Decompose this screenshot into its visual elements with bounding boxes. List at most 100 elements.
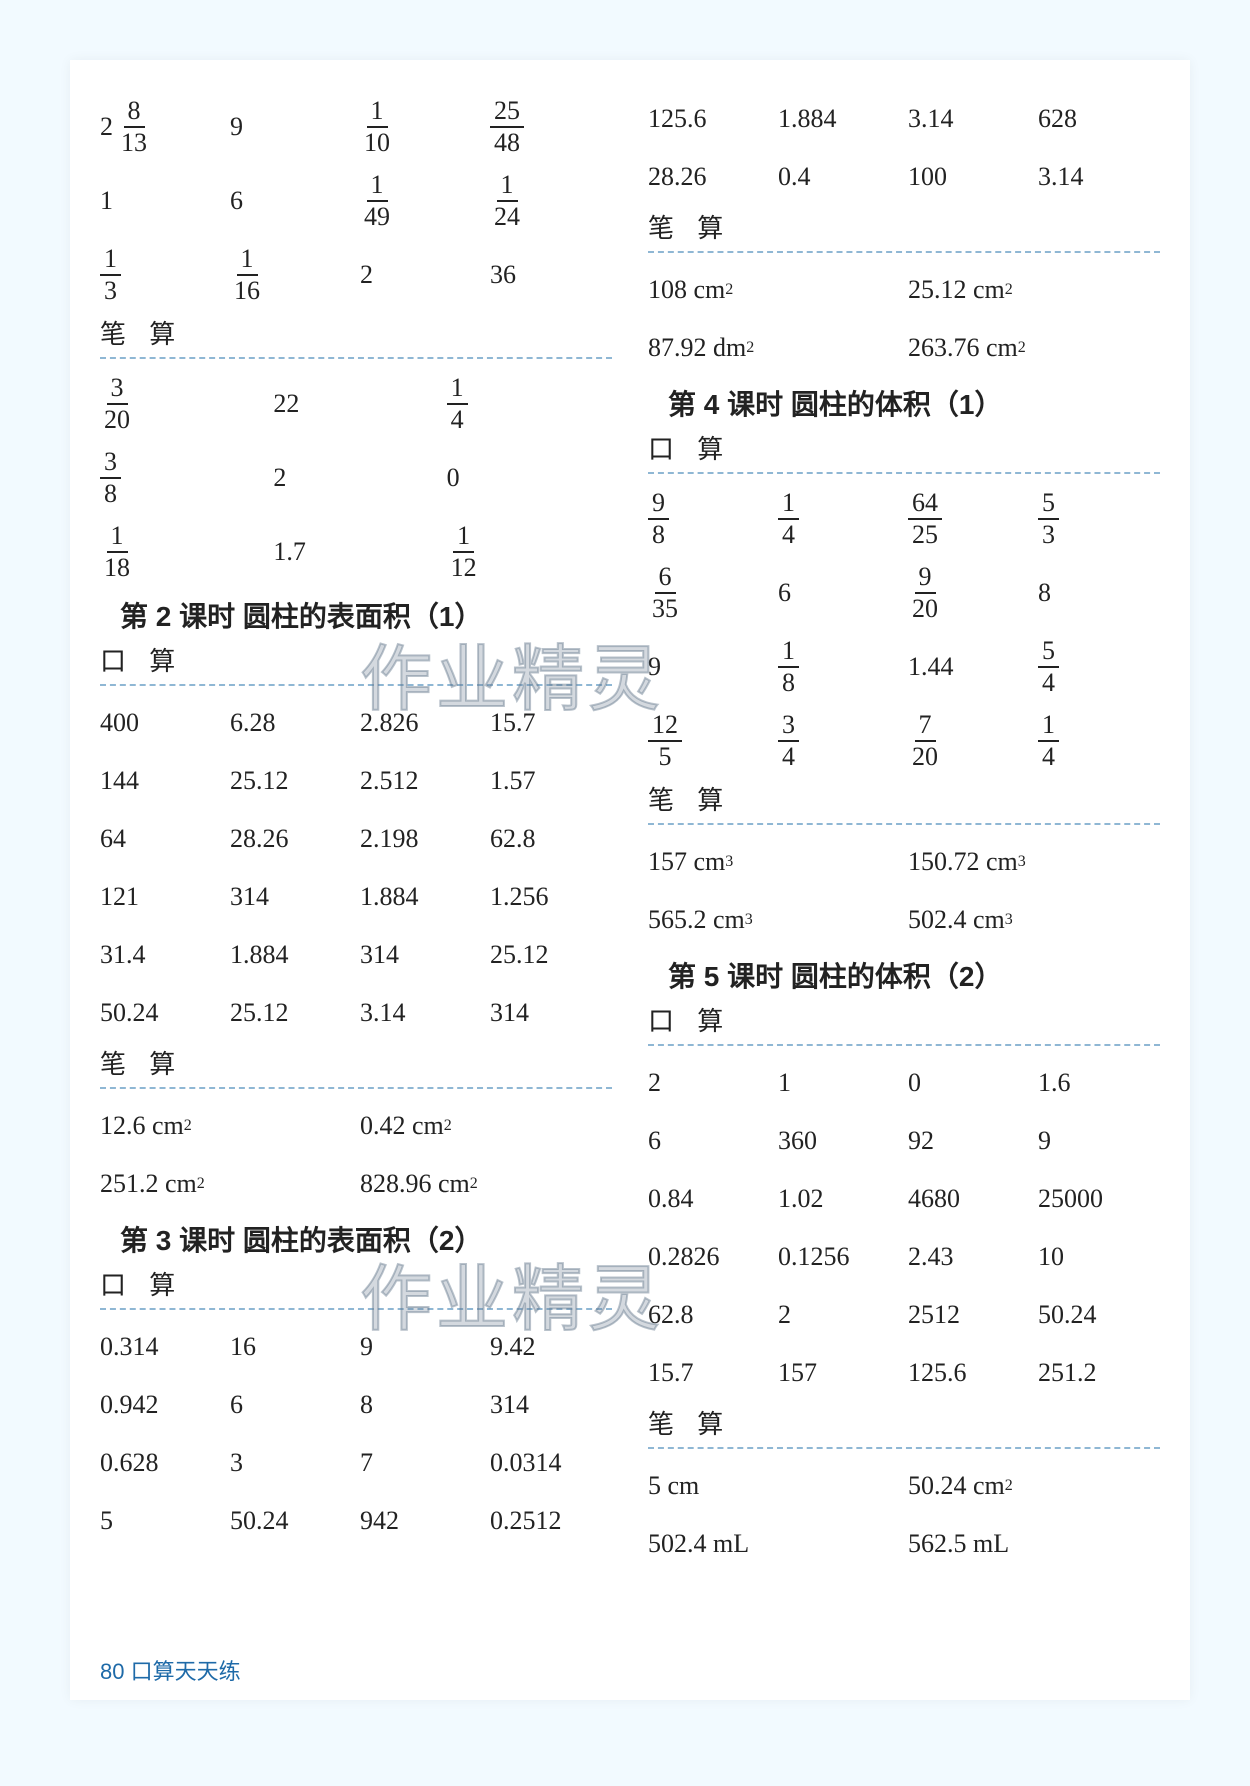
answer-cell: 635 — [648, 556, 770, 630]
answer-cell: 25000 — [1038, 1170, 1160, 1228]
answer-cell: 562.5 mL — [908, 1515, 1160, 1573]
answer-cell: 5 — [100, 1492, 222, 1550]
answer-cell: 1 — [778, 1054, 900, 1112]
answer-cell: 144 — [100, 752, 222, 810]
answer-cell: 50.24 — [230, 1492, 352, 1550]
lesson5-kousuan-grid: 2101.663609290.841.024680250000.28260.12… — [648, 1054, 1160, 1402]
answer-cell: 2548 — [490, 90, 612, 164]
answer-cell: 2 — [648, 1054, 770, 1112]
answer-cell: 157 cm3 — [648, 833, 900, 891]
answer-cell: 125.6 — [908, 1344, 1030, 1402]
answer-cell: 2.826 — [360, 694, 482, 752]
answer-cell: 12.6 cm2 — [100, 1097, 352, 1155]
left-bisuan1-grid: 320221438201181.7112 — [100, 367, 612, 589]
answer-cell: 87.92 dm2 — [648, 319, 900, 377]
answer-cell: 28.26 — [648, 148, 770, 206]
answer-cell: 54 — [1038, 630, 1160, 704]
answer-cell: 14 — [447, 367, 612, 441]
answer-cell: 149 — [360, 164, 482, 238]
left-column: 2813911025481614912413116236 笔 算 3202214… — [100, 90, 612, 1640]
answer-cell: 112 — [447, 515, 612, 589]
answer-cell: 942 — [360, 1492, 482, 1550]
answer-cell: 720 — [908, 704, 1030, 778]
answer-cell: 25.12 — [230, 752, 352, 810]
answer-cell: 0.0314 — [490, 1434, 612, 1492]
answer-cell: 2 — [360, 238, 482, 312]
answer-cell: 14 — [1038, 704, 1160, 778]
answer-cell: 15.7 — [490, 694, 612, 752]
lesson2-bisuan-grid: 12.6 cm20.42 cm2251.2 cm2828.96 cm2 — [100, 1097, 612, 1213]
right-column: 125.61.8843.1462828.260.41003.14 笔 算 108… — [648, 90, 1160, 1640]
answer-cell: 157 — [778, 1344, 900, 1402]
answer-cell: 6.28 — [230, 694, 352, 752]
answer-cell: 0 — [447, 441, 612, 515]
answer-cell: 0.4 — [778, 148, 900, 206]
lesson3-title: 第 3 课时 圆柱的表面积（2） — [100, 1213, 612, 1263]
answer-cell: 2.43 — [908, 1228, 1030, 1286]
divider — [648, 1044, 1160, 1046]
answer-cell: 3 — [230, 1434, 352, 1492]
answer-cell: 7 — [360, 1434, 482, 1492]
bisuan-label: 笔 算 — [648, 206, 1160, 249]
answer-cell: 125 — [648, 704, 770, 778]
answer-cell: 314 — [490, 984, 612, 1042]
page: 2813911025481614912413116236 笔 算 3202214… — [70, 60, 1190, 1700]
answer-cell: 13 — [100, 238, 222, 312]
divider — [100, 1087, 612, 1089]
answer-cell: 18 — [778, 630, 900, 704]
answer-cell: 314 — [490, 1376, 612, 1434]
answer-cell: 3.14 — [908, 90, 1030, 148]
answer-cell: 9 — [1038, 1112, 1160, 1170]
answer-cell: 25.12 — [230, 984, 352, 1042]
answer-cell: 25.12 — [490, 926, 612, 984]
answer-cell: 9 — [230, 90, 352, 164]
answer-cell: 1.7 — [273, 515, 438, 589]
answer-cell: 125.6 — [648, 90, 770, 148]
answer-cell: 0.1256 — [778, 1228, 900, 1286]
lesson3-kousuan-grid: 0.3141699.420.942683140.628370.0314550.2… — [100, 1318, 612, 1550]
kousuan-label: 口 算 — [648, 999, 1160, 1042]
answer-cell: 0.314 — [100, 1318, 222, 1376]
kousuan-label: 口 算 — [100, 1263, 612, 1306]
answer-cell: 0.628 — [100, 1434, 222, 1492]
answer-cell: 251.2 — [1038, 1344, 1160, 1402]
answer-cell: 4680 — [908, 1170, 1030, 1228]
divider — [100, 1308, 612, 1310]
answer-cell: 92 — [908, 1112, 1030, 1170]
answer-cell: 118 — [100, 515, 265, 589]
answer-cell: 1.256 — [490, 868, 612, 926]
answer-cell: 6 — [648, 1112, 770, 1170]
answer-cell: 360 — [778, 1112, 900, 1170]
answer-cell: 314 — [230, 868, 352, 926]
answer-cell: 10 — [1038, 1228, 1160, 1286]
answer-cell: 108 cm2 — [648, 261, 900, 319]
answer-cell: 36 — [490, 238, 612, 312]
bisuan-label: 笔 算 — [100, 312, 612, 355]
answer-cell: 50.24 — [1038, 1286, 1160, 1344]
answer-cell: 320 — [100, 367, 265, 441]
answer-cell: 64 — [100, 810, 222, 868]
lesson4-kousuan-grid: 9814642553635692089181.44541253472014 — [648, 482, 1160, 778]
answer-cell: 1.44 — [908, 630, 1030, 704]
answer-cell: 2 — [273, 441, 438, 515]
divider — [648, 472, 1160, 474]
answer-cell: 2.198 — [360, 810, 482, 868]
answer-cell: 565.2 cm3 — [648, 891, 900, 949]
answer-cell: 0 — [908, 1054, 1030, 1112]
answer-cell: 0.942 — [100, 1376, 222, 1434]
answer-cell: 1.57 — [490, 752, 612, 810]
answer-cell: 31.4 — [100, 926, 222, 984]
left-top-grid: 2813911025481614912413116236 — [100, 90, 612, 312]
answer-cell: 828.96 cm2 — [360, 1155, 612, 1213]
answer-cell: 920 — [908, 556, 1030, 630]
answer-cell: 50.24 — [100, 984, 222, 1042]
answer-cell: 0.42 cm2 — [360, 1097, 612, 1155]
answer-cell: 100 — [908, 148, 1030, 206]
answer-cell: 25.12 cm2 — [908, 261, 1160, 319]
kousuan-label: 口 算 — [100, 639, 612, 682]
answer-cell: 2.512 — [360, 752, 482, 810]
answer-cell: 400 — [100, 694, 222, 752]
answer-cell: 6 — [230, 164, 352, 238]
answer-cell: 15.7 — [648, 1344, 770, 1402]
divider — [100, 357, 612, 359]
